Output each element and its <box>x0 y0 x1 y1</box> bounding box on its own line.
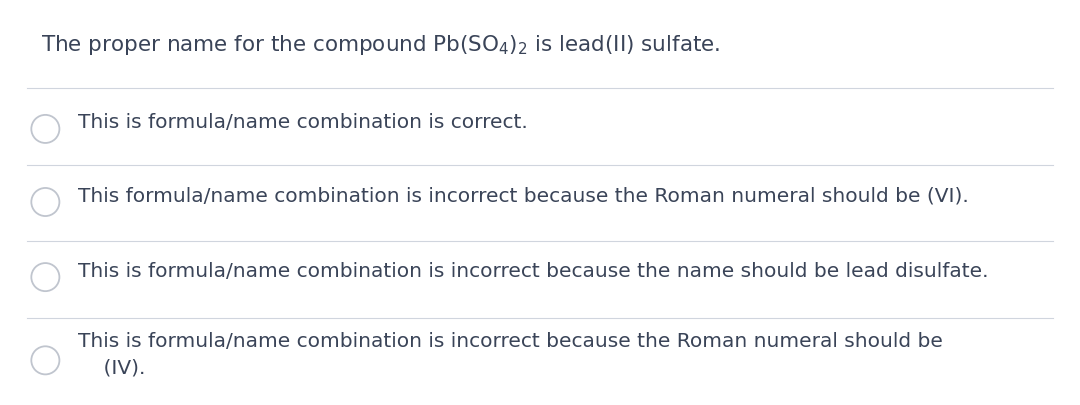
Text: This is formula/name combination is incorrect because the name should be lead di: This is formula/name combination is inco… <box>78 261 988 280</box>
Text: This formula/name combination is incorrect because the Roman numeral should be (: This formula/name combination is incorre… <box>78 186 969 205</box>
Text: This is formula/name combination is correct.: This is formula/name combination is corr… <box>78 113 527 132</box>
Text: The proper name for the compound Pb(SO$_4$)$_2$ is lead(II) sulfate.: The proper name for the compound Pb(SO$_… <box>41 33 720 57</box>
Text: This is formula/name combination is incorrect because the Roman numeral should b: This is formula/name combination is inco… <box>78 331 943 376</box>
